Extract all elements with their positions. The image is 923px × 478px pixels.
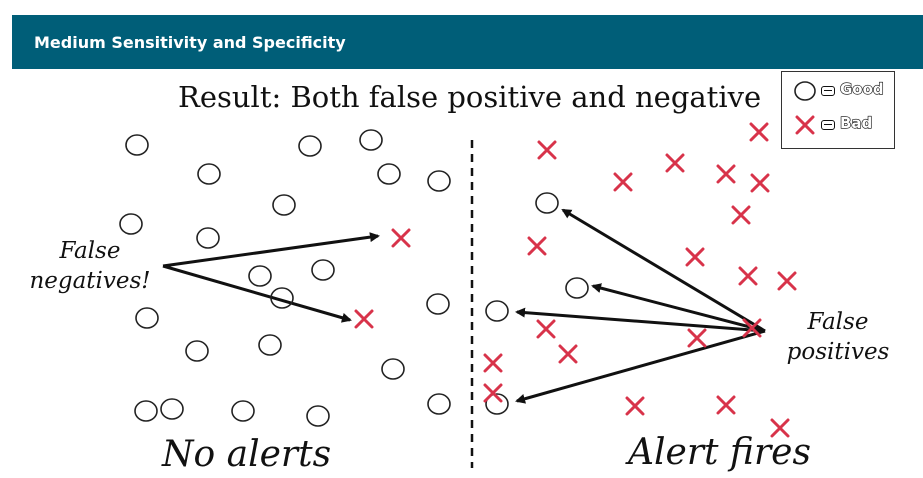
false-negative-arrows — [162, 232, 380, 323]
alert-fires-label: Alert fires — [628, 432, 811, 473]
circle-icon — [794, 81, 816, 101]
x-icon — [770, 418, 790, 438]
x-icon — [527, 236, 547, 256]
x-icon — [483, 383, 503, 403]
result-title: Result: Both false positive and negative — [178, 80, 762, 114]
x-icon — [742, 318, 762, 338]
circle-icon — [119, 213, 143, 235]
circle-icon — [427, 393, 451, 415]
circle-icon — [258, 334, 282, 356]
no-alerts-label: No alerts — [162, 434, 332, 475]
arrow — [515, 329, 766, 404]
x-icon — [613, 172, 633, 192]
circle-icon — [272, 194, 296, 216]
equals-icon — [821, 120, 835, 130]
circle-icon — [135, 307, 159, 329]
circle-icon — [359, 129, 383, 151]
circle-icon — [125, 134, 149, 156]
circle-icon — [248, 265, 272, 287]
bad-marks — [354, 122, 797, 438]
x-icon — [558, 344, 578, 364]
header-title: Medium Sensitivity and Specificity — [34, 33, 346, 52]
x-icon — [750, 173, 770, 193]
x-icon — [665, 153, 685, 173]
x-icon — [483, 353, 503, 373]
circle-icon — [270, 287, 294, 309]
circle-icon — [565, 277, 589, 299]
circle-icon — [306, 405, 330, 427]
x-icon — [625, 396, 645, 416]
circle-icon — [377, 163, 401, 185]
legend-bad-label: Bad — [839, 113, 873, 132]
circle-icon — [134, 400, 158, 422]
circle-icon — [426, 293, 450, 315]
x-icon — [536, 319, 556, 339]
circle-icon — [535, 192, 559, 214]
x-icon — [391, 228, 411, 248]
circle-icon — [231, 400, 255, 422]
arrow — [515, 307, 766, 333]
circle-icon — [197, 163, 221, 185]
x-icon — [795, 115, 815, 135]
x-icon — [685, 247, 705, 267]
false-positive-arrows — [515, 208, 766, 404]
x-icon — [354, 309, 374, 329]
circle-icon — [298, 135, 322, 157]
x-icon — [716, 395, 736, 415]
false-positives-label: False positives — [786, 309, 890, 365]
arrow — [162, 264, 352, 323]
x-icon — [738, 266, 758, 286]
arrow — [561, 208, 766, 333]
circle-icon — [311, 259, 335, 281]
equals-icon — [821, 86, 835, 96]
x-icon — [749, 122, 769, 142]
good-marks — [119, 129, 589, 427]
circle-icon — [381, 358, 405, 380]
x-icon — [537, 140, 557, 160]
arrow — [591, 283, 766, 333]
circle-icon — [160, 398, 184, 420]
circle-icon — [427, 170, 451, 192]
header-bar: Medium Sensitivity and Specificity — [12, 15, 923, 69]
circle-icon — [485, 393, 509, 415]
circle-icon — [185, 340, 209, 362]
arrow — [162, 232, 380, 268]
legend: Good Bad — [781, 71, 895, 149]
x-icon — [716, 164, 736, 184]
circle-icon — [485, 300, 509, 322]
circle-icon — [196, 227, 220, 249]
false-negatives-label: False negatives! — [29, 238, 151, 294]
x-icon — [777, 271, 797, 291]
legend-good-label: Good — [839, 79, 884, 98]
x-icon — [731, 205, 751, 225]
x-icon — [687, 328, 707, 348]
